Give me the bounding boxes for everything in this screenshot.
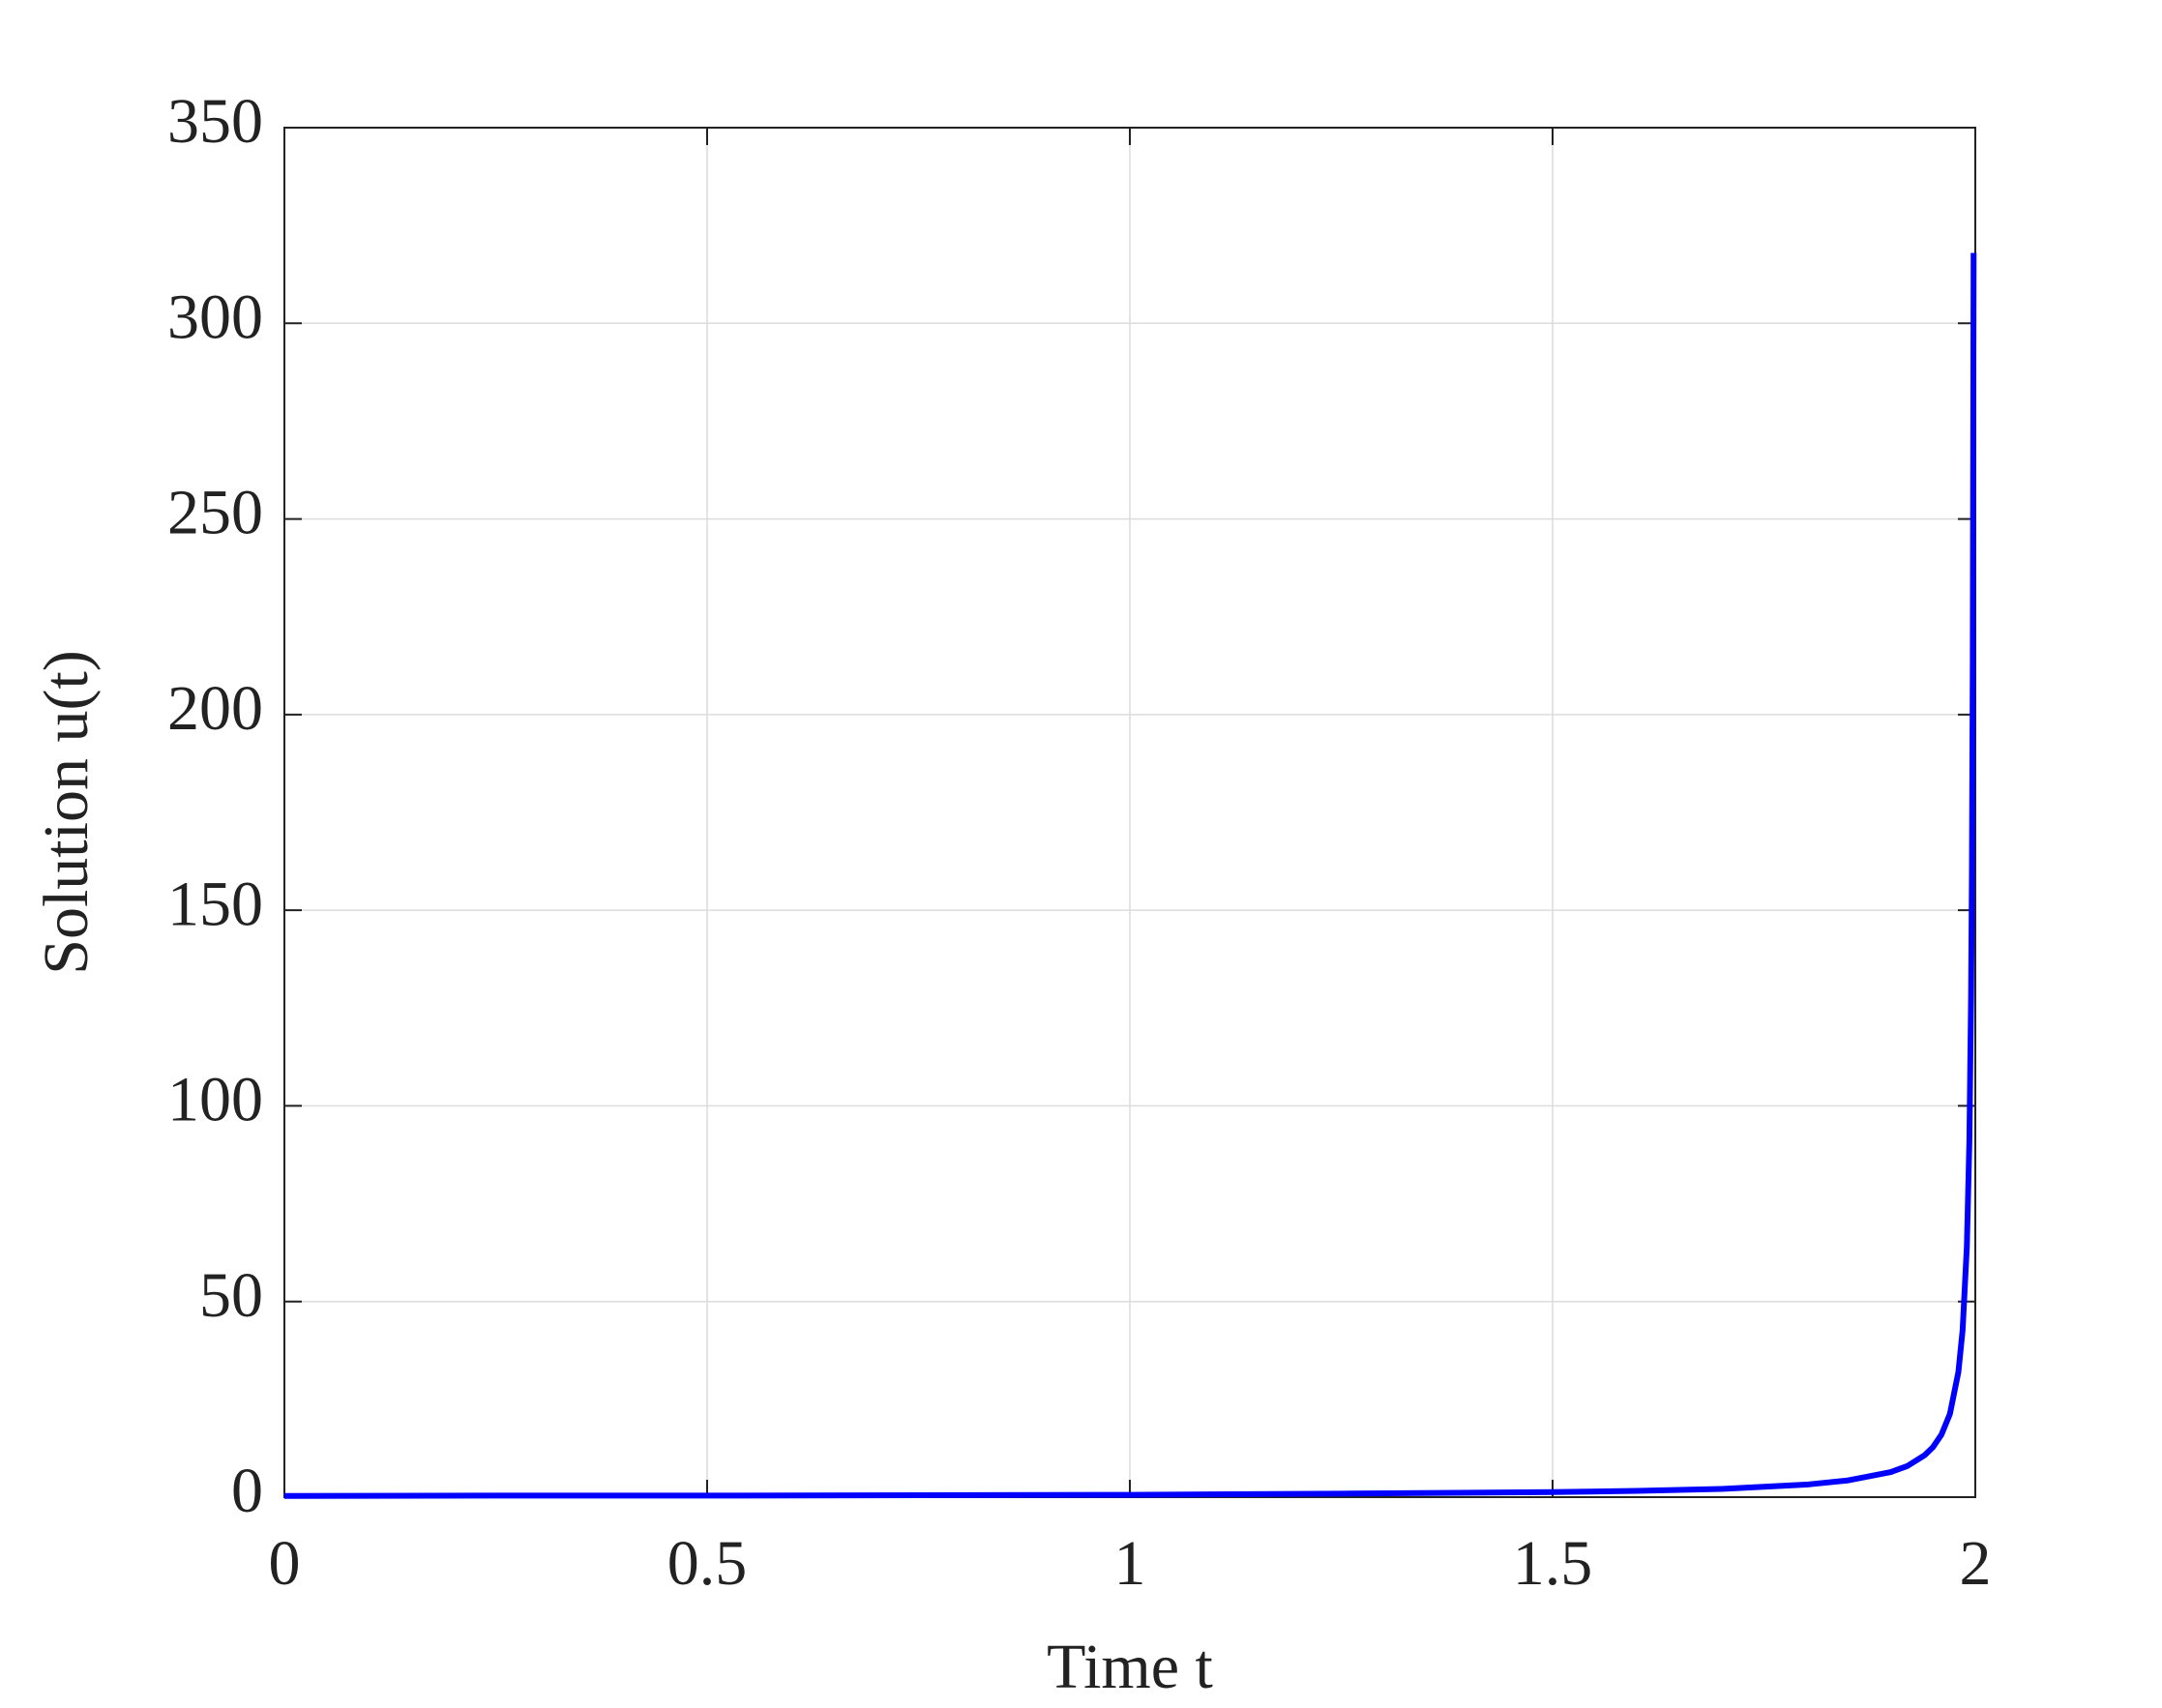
y-tick-label: 50 <box>199 1260 263 1331</box>
y-tick-label: 0 <box>231 1456 263 1526</box>
y-tick-label: 200 <box>167 673 263 744</box>
data-line <box>283 252 1977 1499</box>
y-tick-label: 250 <box>167 478 263 548</box>
x-tick-label: 1 <box>1114 1528 1146 1599</box>
y-tick-label: 300 <box>167 281 263 352</box>
y-axis-label: Solution u(t) <box>31 650 102 975</box>
x-tick-label: 1.5 <box>1513 1528 1593 1599</box>
x-axis-label: Time t <box>1047 1632 1213 1702</box>
y-tick-label: 350 <box>167 86 263 157</box>
x-tick-label: 0.5 <box>667 1528 748 1599</box>
y-tick-label: 100 <box>167 1065 263 1135</box>
x-tick-label: 0 <box>269 1528 301 1599</box>
y-tick-label: 150 <box>167 869 263 939</box>
x-tick-label: 2 <box>1960 1528 1992 1599</box>
